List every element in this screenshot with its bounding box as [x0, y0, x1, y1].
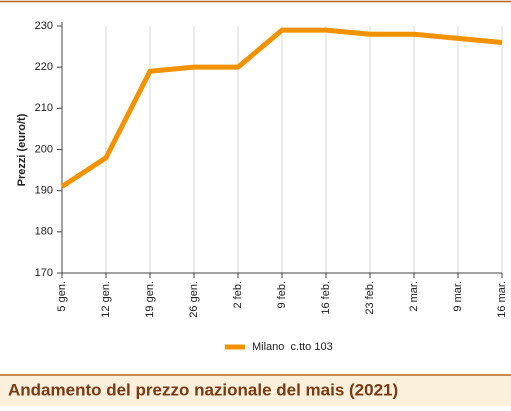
x-tick-label: 5 gen.	[56, 281, 68, 312]
x-tick-label: 23 feb.	[364, 281, 376, 315]
line-series	[60, 27, 503, 189]
y-axis-label: Prezzi (euro/t)	[16, 113, 28, 186]
y-tick-label: 190	[35, 185, 53, 197]
x-tick-label: 19 gen.	[144, 281, 156, 318]
y-tick-label: 200	[35, 143, 53, 155]
chart-title: Andamento del prezzo nazionale del mais …	[8, 380, 398, 399]
legend-label: Milano c.tto 103	[252, 341, 333, 353]
x-tick-label: 9 mar.	[452, 281, 464, 312]
x-tick-label: 2 mar.	[408, 281, 420, 312]
x-tick-label: 16 feb.	[320, 281, 332, 315]
x-tick-label: 2 feb.	[232, 281, 244, 309]
y-tick-label: 180	[35, 226, 53, 238]
x-tick-label: 26 gen.	[188, 281, 200, 318]
y-tick-label: 210	[35, 102, 53, 114]
x-tick-label: 12 gen.	[100, 281, 112, 318]
y-tick-label: 220	[35, 61, 53, 73]
y-tick-label: 230	[35, 20, 53, 32]
x-tick-label: 16 mar.	[496, 281, 508, 318]
x-tick-label: 9 feb.	[276, 281, 288, 309]
footer-band	[0, 375, 511, 406]
y-tick-label: 170	[35, 267, 53, 279]
